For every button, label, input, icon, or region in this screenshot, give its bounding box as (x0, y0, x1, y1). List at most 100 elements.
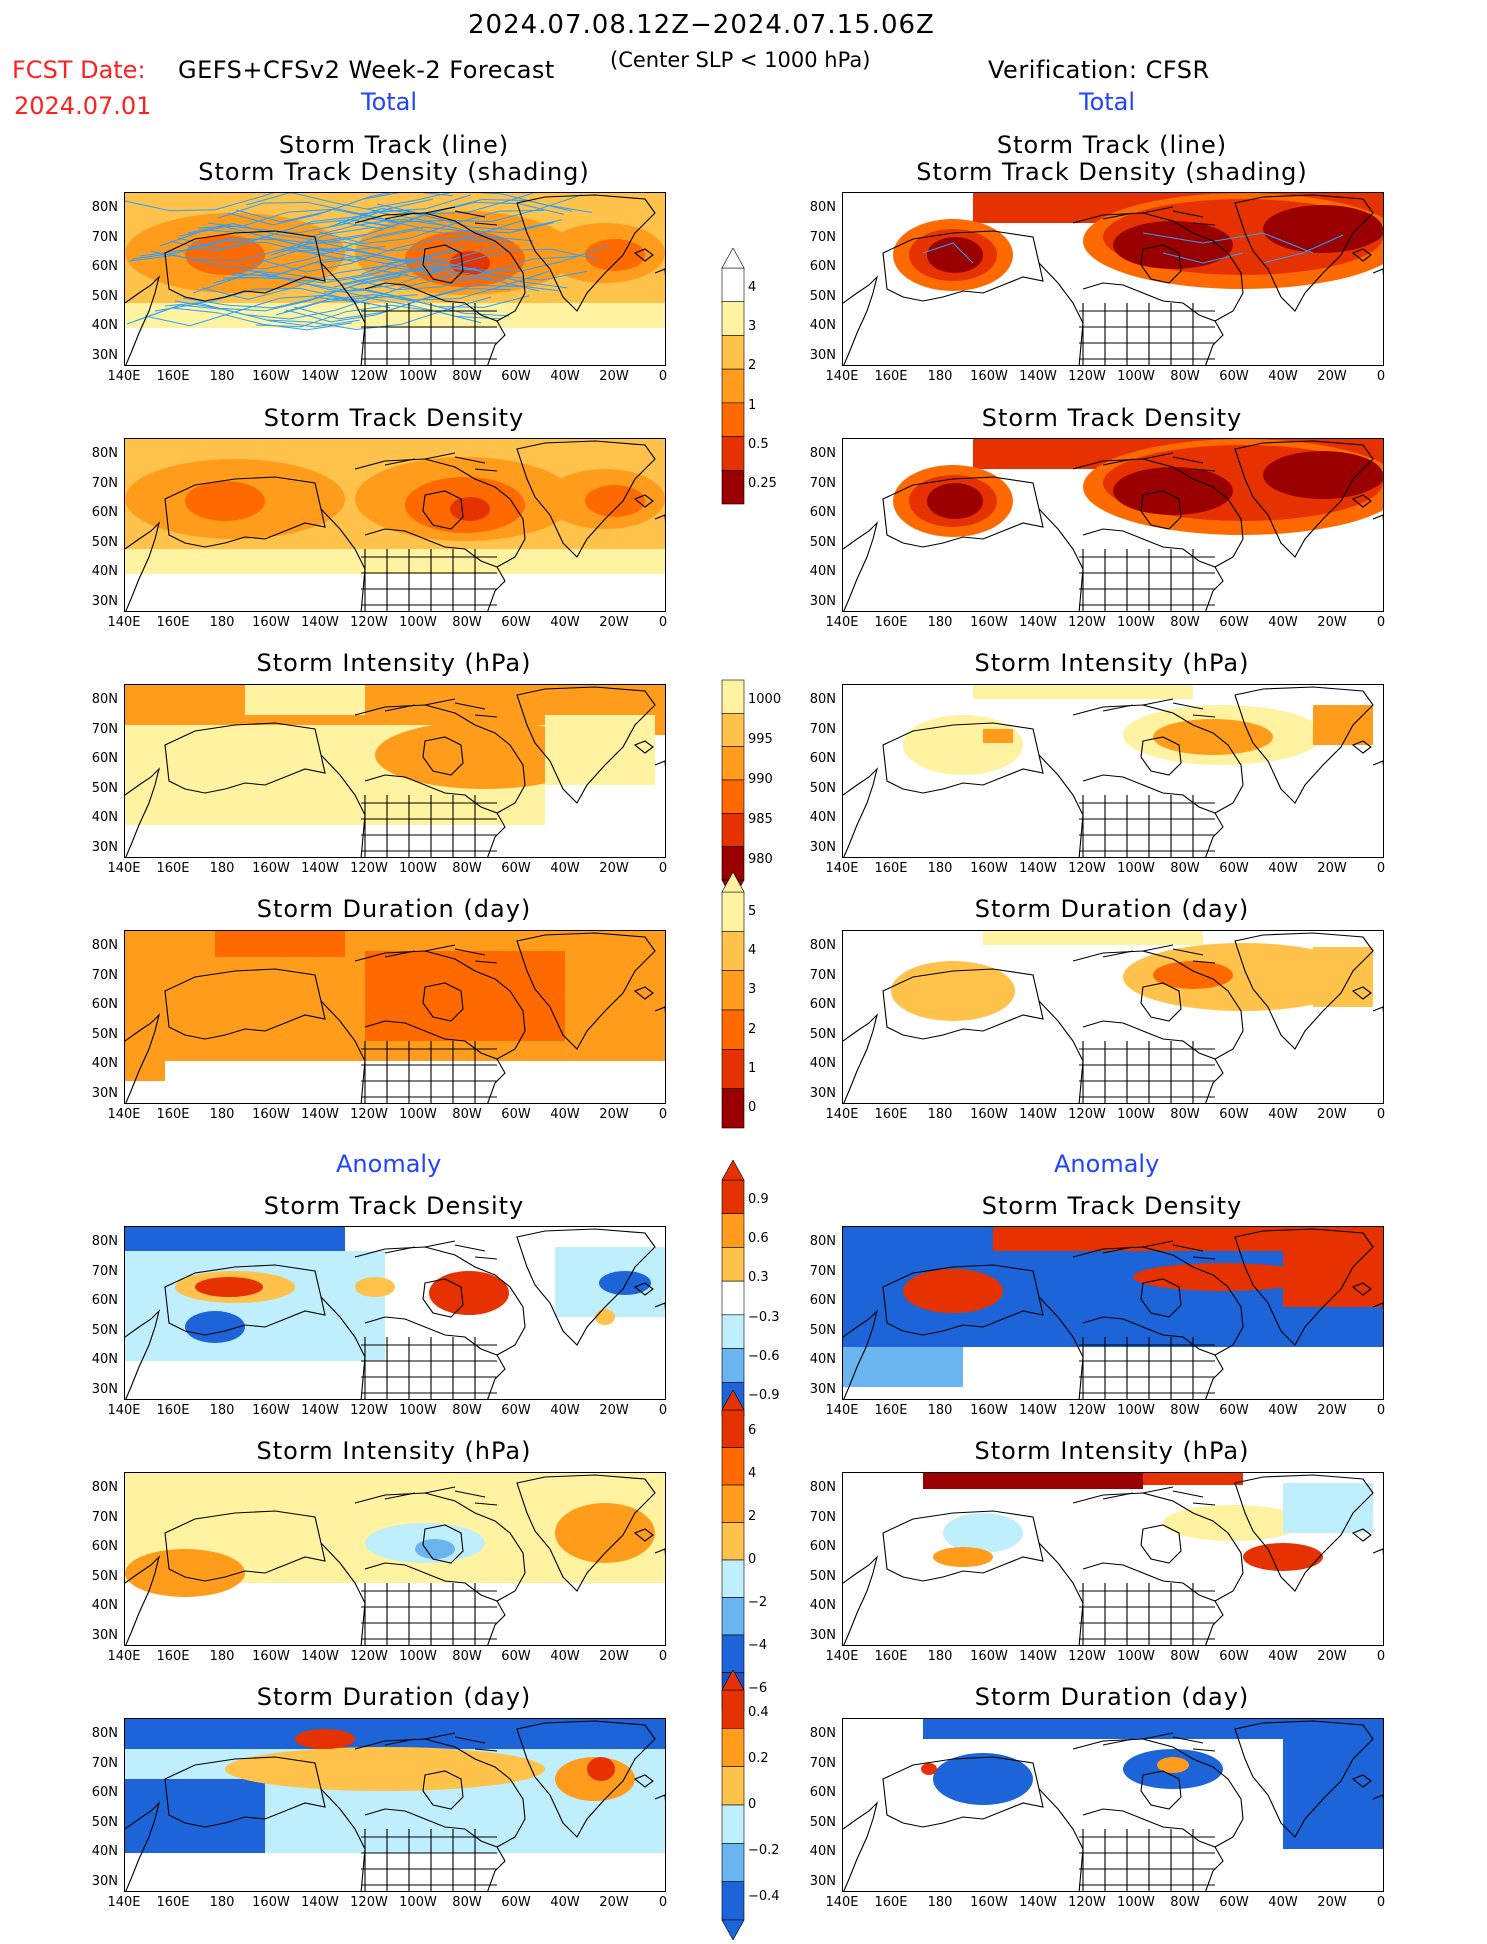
lon-tick-label: 160W (252, 1403, 290, 1418)
lon-tick-label: 160E (156, 1649, 190, 1664)
lon-tick-label: 140E (107, 1895, 141, 1910)
lon-tick-label: 180 (209, 1649, 235, 1664)
lon-tick-label: 180 (927, 369, 953, 384)
lon-tick-label: 20W (1317, 1649, 1347, 1664)
lon-tick-label: 100W (1117, 1895, 1155, 1910)
lon-tick-label: 160W (970, 615, 1008, 630)
map-panel-anom-duration-right (842, 1718, 1384, 1892)
lon-tick-label: 40W (1268, 1403, 1298, 1418)
map-svg (125, 931, 665, 1103)
section-total-left: Total (361, 88, 418, 116)
lon-tick-label: 40W (1268, 369, 1298, 384)
lon-tick-label: 180 (927, 861, 953, 876)
map-panel-intensity-right (842, 684, 1384, 858)
fcst-date: 2024.07.01 (14, 92, 152, 120)
map-panel-track-line-left (124, 192, 666, 366)
lat-tick-label: 40N (91, 810, 118, 825)
colorbar-tick-label: 4 (748, 1466, 757, 1482)
lon-tick-label: 180 (209, 1107, 235, 1122)
lon-tick-label: 80W (1170, 1403, 1200, 1418)
lat-tick-label: 80N (809, 1726, 836, 1741)
anom-density-pos-pacific (195, 1277, 263, 1297)
lon-tick-label: 120W (1068, 1403, 1106, 1418)
lon-tick-label: 140E (107, 615, 141, 630)
lon-tick-label: 120W (350, 1895, 388, 1910)
colorbar-tick-label: 980 (748, 852, 773, 867)
lon-tick-label: 0 (1376, 369, 1386, 384)
colorbar-segment (721, 1634, 745, 1673)
lon-tick-label: 80W (452, 861, 482, 876)
lon-tick-label: 0 (1376, 1107, 1386, 1122)
density-east-core (1303, 465, 1383, 493)
colorbar-segment (721, 1179, 745, 1215)
colorbar-segment (721, 1728, 745, 1767)
lon-tick-label: 20W (1317, 1403, 1347, 1418)
lon-tick-label: 40W (550, 1895, 580, 1910)
lat-tick-label: 60N (91, 1785, 118, 1800)
colorbar-arrow-top (721, 871, 745, 893)
lon-tick-label: 140W (301, 1649, 339, 1664)
duration-4-canada (365, 951, 565, 1041)
colorbar-tick-label: 1 (748, 397, 757, 413)
duration-4-north (215, 931, 345, 957)
colorbar-intensity (720, 660, 780, 904)
colorbar-segment (721, 1247, 745, 1282)
lon-tick-label: 0 (658, 861, 668, 876)
colorbar-segment (721, 1881, 745, 1921)
lat-tick-label: 50N (91, 1322, 118, 1338)
lat-tick-label: 50N (809, 1026, 836, 1042)
lon-tick-label: 100W (1117, 615, 1155, 630)
anom-intensity-pos-asia (125, 1549, 245, 1597)
lon-tick-label: 160E (874, 861, 908, 876)
duration-1-arctic (983, 931, 1203, 945)
lon-tick-label: 160E (874, 1403, 908, 1418)
lon-tick-label: 60W (501, 1107, 531, 1122)
lon-tick-label: 160E (874, 1649, 908, 1664)
lon-tick-label: 160E (874, 1107, 908, 1122)
map-panel-duration-right (842, 930, 1384, 1104)
lat-tick-label: 30N (809, 839, 836, 855)
lat-tick-label: 80N (809, 200, 836, 215)
lat-tick-label: 70N (91, 229, 118, 245)
colorbar-tick-label: 0.3 (748, 1270, 769, 1286)
colorbar-arrow-top (721, 247, 745, 269)
lat-tick-label: 50N (91, 534, 118, 550)
lon-tick-label: 20W (599, 615, 629, 630)
lon-tick-label: 160E (874, 615, 908, 630)
colorbar-density-anom (720, 1159, 780, 1440)
colorbar-tick-label: 1000 (748, 692, 782, 707)
colorbar-segment (721, 1009, 745, 1050)
lat-tick-label: 80N (91, 200, 118, 215)
lon-tick-label: 60W (501, 1895, 531, 1910)
lat-tick-label: 80N (91, 938, 118, 953)
lon-tick-label: 40W (1268, 615, 1298, 630)
lon-tick-label: 80W (452, 615, 482, 630)
lat-tick-label: 80N (809, 692, 836, 707)
lon-tick-label: 0 (658, 1895, 668, 1910)
anom-duration-pos-canada (1157, 1757, 1189, 1773)
title-intensity-left: Storm Intensity (hPa) (256, 649, 532, 677)
colorbar-segment (721, 813, 745, 847)
lon-tick-label: 20W (599, 1895, 629, 1910)
map-svg (843, 1227, 1383, 1399)
lon-tick-label: 120W (350, 1107, 388, 1122)
lon-tick-label: 60W (1219, 861, 1249, 876)
colorbar-tick-label: 0.9 (748, 1191, 769, 1207)
colorbar-tick-label: 0.5 (748, 437, 769, 452)
lon-tick-label: 60W (501, 861, 531, 876)
colorbar-segment (721, 1348, 745, 1383)
colorbar-segment (721, 368, 745, 404)
lat-tick-label: 80N (809, 938, 836, 953)
map-svg (125, 439, 665, 611)
map-panel-track-density-right (842, 438, 1384, 612)
lat-tick-label: 70N (91, 1263, 118, 1279)
anom-duration-neg-pacific (125, 1779, 265, 1853)
intensity-995-canada (1153, 719, 1273, 755)
colorbar-tick-label: 6 (748, 1423, 757, 1439)
lon-tick-label: 100W (399, 615, 437, 630)
lon-tick-label: 160W (970, 1403, 1008, 1418)
lat-tick-label: 50N (91, 780, 118, 796)
anom-intensity-pos-east (1243, 1543, 1323, 1571)
lon-tick-label: 160E (874, 1895, 908, 1910)
lon-tick-label: 60W (1219, 1649, 1249, 1664)
